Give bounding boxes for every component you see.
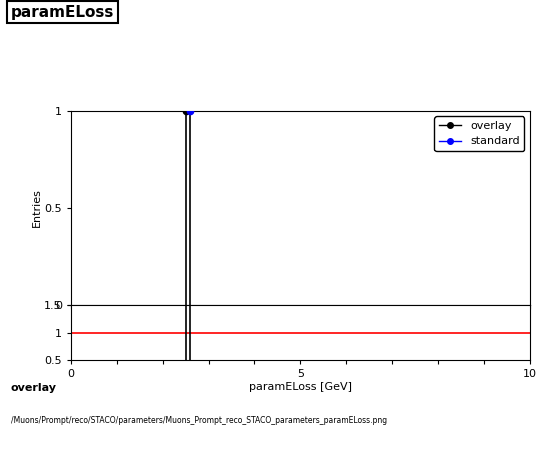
Legend: overlay, standard: overlay, standard: [435, 116, 524, 151]
Y-axis label: Entries: Entries: [32, 188, 41, 227]
Text: /Muons/Prompt/reco/STACO/parameters/Muons_Prompt_reco_STACO_parameters_paramELos: /Muons/Prompt/reco/STACO/parameters/Muon…: [11, 416, 387, 425]
X-axis label: paramELoss [GeV]: paramELoss [GeV]: [249, 382, 352, 392]
Text: paramELoss: paramELoss: [11, 5, 114, 19]
Text: overlay: overlay: [11, 383, 57, 394]
